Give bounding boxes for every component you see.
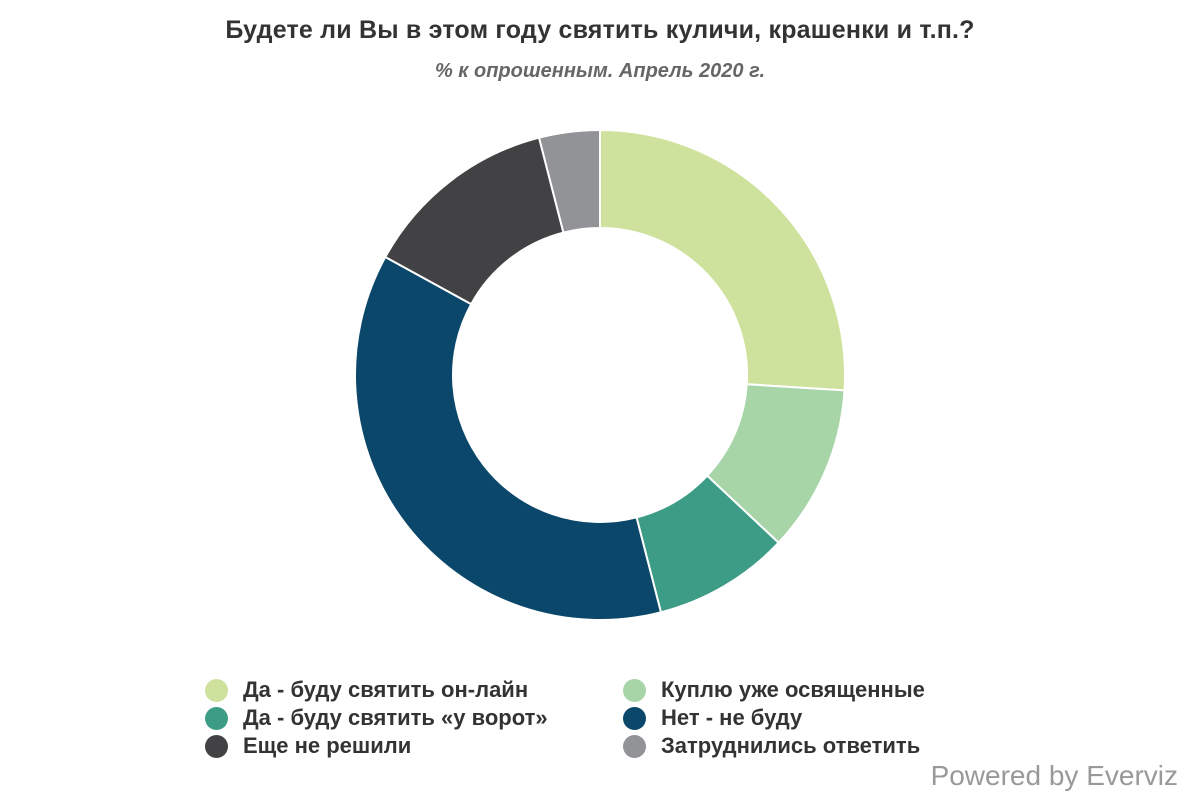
legend-dot-icon: [623, 706, 646, 730]
legend-item-buy-blessed[interactable]: Куплю уже освященные: [623, 676, 925, 704]
legend-dot-icon: [623, 734, 646, 758]
chart-title: Будете ли Вы в этом году святить куличи,…: [225, 16, 975, 44]
donut-slice[interactable]: [599, 128, 846, 392]
legend-label: Да - буду святить «у ворот»: [243, 705, 548, 730]
legend-label: Еще не решили: [243, 733, 412, 758]
chart-subtitle: % к опрошенным. Апрель 2020 г.: [434, 60, 766, 82]
legend-label: Нет - не буду: [661, 705, 803, 730]
legend-label: Куплю уже освященные: [661, 677, 925, 702]
legend-dot-icon: [205, 734, 228, 758]
legend-item-online[interactable]: Да - буду святить он-лайн: [205, 676, 528, 704]
legend-dot-icon: [205, 706, 228, 730]
legend-dot-icon: [205, 678, 228, 702]
donut-slice[interactable]: [354, 255, 663, 621]
donut-slices: [354, 128, 846, 621]
legend-label: Да - буду святить он-лайн: [243, 677, 529, 702]
legend-item-no[interactable]: Нет - не буду: [623, 704, 802, 732]
legend-label: Затруднились ответить: [661, 733, 921, 758]
donut-slice[interactable]: [537, 128, 601, 234]
legend-item-hard-to-say[interactable]: Затруднились ответить: [623, 732, 920, 760]
legend-dot-icon: [623, 678, 646, 702]
credits-link[interactable]: Powered by Everviz: [930, 760, 1178, 791]
legend-item-at-gates[interactable]: Да - буду святить «у ворот»: [205, 704, 548, 732]
legend-item-undecided[interactable]: Еще не решили: [205, 732, 411, 760]
